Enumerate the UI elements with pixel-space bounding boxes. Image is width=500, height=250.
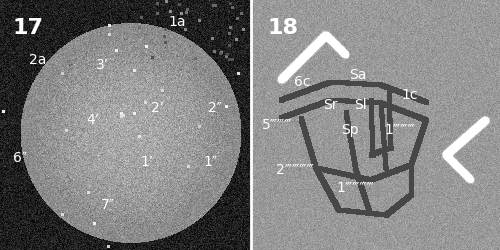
Text: 2’: 2’	[151, 100, 164, 114]
Text: Sp: Sp	[341, 123, 359, 137]
Text: 2a: 2a	[29, 53, 46, 67]
Text: 1″: 1″	[203, 156, 217, 170]
Text: 4’: 4’	[86, 113, 99, 127]
Text: 1a: 1a	[169, 16, 186, 30]
Text: 1‴‴‴: 1‴‴‴	[384, 123, 416, 137]
Text: Sl: Sl	[354, 98, 366, 112]
Text: 6c: 6c	[294, 76, 311, 90]
Text: 18: 18	[268, 18, 298, 38]
Text: 1c: 1c	[402, 88, 418, 102]
Text: 5‴‴‴: 5‴‴‴	[262, 118, 293, 132]
Text: 6″: 6″	[13, 150, 27, 164]
Text: 1’: 1’	[141, 156, 154, 170]
Text: 7″: 7″	[100, 198, 114, 212]
Text: 3’: 3’	[96, 58, 109, 72]
Text: Sa: Sa	[349, 68, 366, 82]
Text: 17: 17	[12, 18, 44, 38]
Text: 2″: 2″	[208, 100, 222, 114]
Text: Sr: Sr	[323, 98, 337, 112]
Text: 1‴‴‴‴: 1‴‴‴‴	[336, 180, 374, 194]
Text: 2‴‴‴‴: 2‴‴‴‴	[276, 163, 314, 177]
